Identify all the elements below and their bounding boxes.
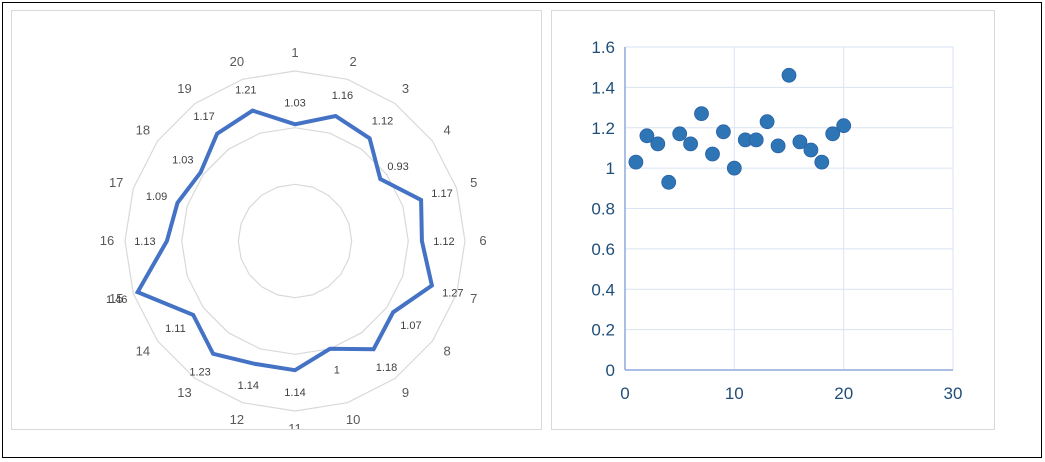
radar-data-label: 1.46 <box>106 294 127 306</box>
radar-axis-label: 3 <box>402 81 409 96</box>
scatter-point <box>661 174 677 190</box>
radar-data-label: 1.14 <box>238 380 259 392</box>
radar-data-label: 1.07 <box>400 320 421 332</box>
scatter-point <box>683 136 699 152</box>
scatter-point <box>715 124 731 140</box>
radar-axis-label: 8 <box>443 344 450 359</box>
scatter-point <box>759 114 775 130</box>
radar-data-label: 1.11 <box>165 323 186 335</box>
radar-axis-label: 12 <box>230 412 244 427</box>
x-tick-label: 10 <box>725 384 744 403</box>
radar-axis-label: 1 <box>291 45 298 60</box>
scatter-point <box>672 126 688 142</box>
radar-axis-label: 2 <box>349 54 356 69</box>
radar-axis-label: 18 <box>136 123 150 138</box>
radar-axis-label: 5 <box>470 175 477 190</box>
y-tick-label: 1.2 <box>591 119 615 138</box>
y-tick-label: 1 <box>606 159 615 178</box>
scatter-point <box>803 142 819 158</box>
radar-data-label: 0.93 <box>387 161 408 173</box>
radar-data-label: 1.13 <box>134 236 155 248</box>
radar-chart-panel: 1 1.03 2 1.16 3 1.12 4 0.93 5 1.17 6 1.12 7 1.27 8 1.07… <box>11 10 542 430</box>
x-tick-label: 30 <box>944 384 963 403</box>
scatter-point <box>770 138 786 154</box>
y-tick-label: 1.6 <box>591 38 615 57</box>
scatter-chart: 0 0.2 0.4 0.6 0.8 1 1.2 1.4 1.6 0 10 20 30 <box>591 38 963 403</box>
radar-data-label: 1 <box>334 365 340 377</box>
y-tick-label: 0.2 <box>591 321 615 340</box>
radar-data-label: 1.21 <box>235 85 256 97</box>
radar-data-label: 1.17 <box>193 111 214 123</box>
scatter-point <box>792 134 808 150</box>
radar-data-label: 1.14 <box>284 387 305 399</box>
scatter-point <box>825 126 841 142</box>
y-tick-label: 1.4 <box>591 78 615 97</box>
radar-data-label: 1.27 <box>442 287 463 299</box>
y-tick-label: 0.8 <box>591 200 615 219</box>
x-tick-label: 20 <box>834 384 853 403</box>
radar-axis-label: 19 <box>177 81 191 96</box>
radar-series-line <box>134 108 435 373</box>
radar-axis-label: 20 <box>230 54 244 69</box>
scatter-point <box>650 136 666 152</box>
scatter-point <box>628 154 644 170</box>
radar-data-label: 1.17 <box>431 188 452 200</box>
y-tick-label: 0 <box>606 361 615 380</box>
scatter-point <box>814 154 830 170</box>
radar-axis-label: 4 <box>443 123 450 138</box>
scatter-point <box>836 118 852 134</box>
scatter-point <box>705 146 720 162</box>
scatter-chart-panel: 0 0.2 0.4 0.6 0.8 1 1.2 1.4 1.6 0 10 20 30 <box>551 10 995 430</box>
radar-data-label: 1.23 <box>189 367 210 379</box>
scatter-point <box>781 67 797 83</box>
scatter-point <box>726 160 742 176</box>
radar-data-label: 1.18 <box>376 362 397 374</box>
radar-grid-ring-3 <box>124 70 466 412</box>
radar-data-label: 1.03 <box>284 97 305 109</box>
radar-axis-label: 16 <box>100 233 114 248</box>
x-tick-label: 0 <box>620 384 629 403</box>
scatter-point <box>639 128 655 144</box>
radar-axis-label: 7 <box>470 291 477 306</box>
radar-chart: 1 1.03 2 1.16 3 1.12 4 0.93 5 1.17 6 1.12 7 1.27 8 1.07… <box>100 45 487 430</box>
radar-data-label: 1.12 <box>433 236 454 248</box>
radar-axis-label: 17 <box>109 175 123 190</box>
radar-data-label: 1.16 <box>332 90 353 102</box>
radar-axis-label: 10 <box>346 412 360 427</box>
radar-axis-label: 14 <box>136 344 150 359</box>
radar-axis-label: 15 <box>109 291 123 306</box>
radar-grid-ring-1 <box>237 183 353 299</box>
y-tick-label: 0.6 <box>591 240 615 259</box>
radar-data-label: 1.12 <box>372 116 393 128</box>
radar-axis-label: 9 <box>402 385 409 400</box>
radar-data-label: 1.09 <box>146 191 167 203</box>
radar-data-label: 1.03 <box>172 155 193 167</box>
scatter-point <box>694 106 709 121</box>
y-tick-label: 0.4 <box>591 280 615 299</box>
radar-axis-label: 11 <box>288 421 302 430</box>
radar-axis-label: 13 <box>177 385 191 400</box>
scatter-point <box>748 132 764 148</box>
radar-axis-label: 6 <box>479 233 486 248</box>
